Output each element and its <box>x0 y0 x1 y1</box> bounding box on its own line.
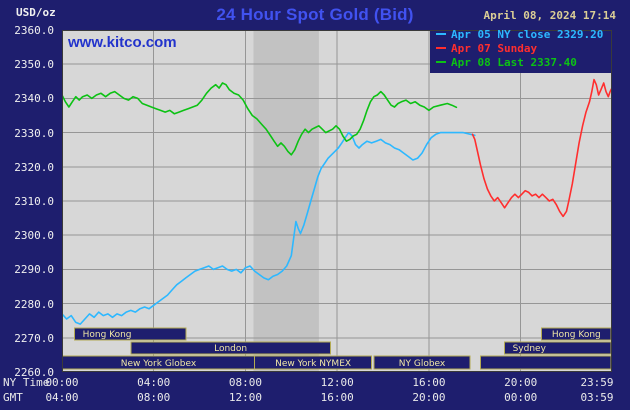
session-label: London <box>214 344 247 354</box>
y-axis-tick: 2320.0 <box>14 160 54 174</box>
session-box <box>254 355 373 370</box>
session-label: Hong Kong <box>83 330 132 340</box>
legend-label-apr07: Apr 07 Sunday <box>451 41 538 55</box>
session-box <box>130 341 331 355</box>
session-label: New York Globex <box>121 359 197 369</box>
legend-label-apr05: Apr 05 NY close 2329.20 <box>451 27 604 41</box>
series-apr05-line <box>62 131 476 325</box>
x-axis-tick: 20:00 <box>412 391 446 404</box>
y-axis-tick: 2260.0 <box>14 366 54 379</box>
x-axis-tick: 08:00 <box>228 376 263 389</box>
legend-marker-apr05-icon <box>436 33 446 35</box>
x-axis-tick: 08:00 <box>137 391 171 404</box>
x-axis-gmt-row: GMT 04:00 08:00 12:00 16:00 20:00 00:00 03:59 <box>0 391 630 404</box>
y-axis-tick: 2300.0 <box>14 229 54 243</box>
session-label: Hong Kong <box>552 330 601 340</box>
session-label: Sydney <box>513 344 547 354</box>
x-axis-tick: 23:59 <box>580 376 614 389</box>
x-axis-tick: 03:59 <box>580 391 614 404</box>
kitco-watermark-link[interactable]: www.kitco.com <box>68 34 177 51</box>
legend-item-apr05: Apr 05 NY close 2329.20 <box>436 27 603 41</box>
x-axis-tick: 16:00 <box>412 376 446 389</box>
x-axis-tick: 04:00 <box>45 391 79 404</box>
legend-item-apr07: Apr 07 Sunday <box>436 41 603 55</box>
units-label: USD/oz <box>16 6 56 19</box>
x-axis-tick: 00:00 <box>504 391 538 404</box>
legend-item-apr08: Apr 08 Last 2337.40 <box>436 55 603 69</box>
session-box <box>373 355 471 370</box>
x-axis-tick: 12:00 <box>228 391 263 404</box>
y-axis-tick: 2270.0 <box>14 331 54 345</box>
y-axis-tick: 2310.0 <box>14 195 54 208</box>
series-apr07-line <box>471 78 612 218</box>
legend-marker-apr08-icon <box>436 61 446 63</box>
legend-label-apr08: Apr 08 Last 2337.40 <box>451 55 577 69</box>
y-axis-tick: 2330.0 <box>14 126 54 140</box>
legend: Apr 05 NY close 2329.20 Apr 07 Sunday Ap… <box>436 27 603 69</box>
chart-plot: Hong Kong Hong Kong London Sydney New York G… <box>62 30 612 372</box>
y-axis-tick: 2350.0 <box>14 58 54 72</box>
y-axis-tick: 2290.0 <box>14 263 54 277</box>
x-axis-tick: 20:00 <box>504 376 538 389</box>
legend-marker-apr07-icon <box>436 47 446 49</box>
session-box <box>480 355 612 370</box>
x-axis-tick: 00:00 <box>45 376 79 389</box>
datetime-label: April 08, 2024 17:14 <box>483 9 616 22</box>
y-axis-labels: 2360.0 2350.0 2340.0 2330.0 2320.0 2310.0 2300… <box>0 0 58 410</box>
session-label: NY Globex <box>399 359 446 369</box>
ny-time-label: NY Time <box>3 376 50 389</box>
x-axis-tick: 12:00 <box>320 376 354 389</box>
session-box <box>74 327 187 341</box>
y-axis-tick: 2280.0 <box>14 297 54 311</box>
gmt-label: GMT <box>3 391 23 404</box>
y-axis-tick: 2340.0 <box>14 92 54 106</box>
x-axis-tick: 04:00 <box>137 376 171 389</box>
y-axis-tick: 2360.0 <box>14 24 54 37</box>
page-title: 24 Hour Spot Gold (Bid) <box>216 5 414 24</box>
x-axis-tick: 16:00 <box>320 391 354 404</box>
series-apr08-line <box>62 82 458 156</box>
session-label: New York NYMEX <box>275 359 351 369</box>
x-axis-ny-time-row: NY Time 00:00 04:00 08:00 12:00 16:00 20:00 23… <box>0 376 630 389</box>
